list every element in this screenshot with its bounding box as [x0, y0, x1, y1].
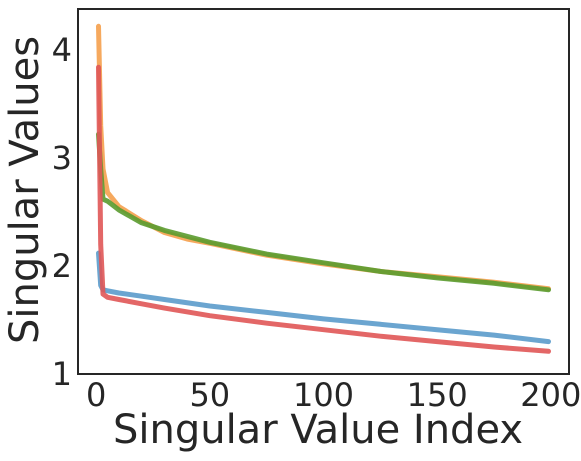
y-tick-label: 2 [52, 247, 72, 285]
x-tick-label: 200 [520, 376, 581, 414]
x-tick-label: 100 [293, 376, 354, 414]
y-tick-label: 4 [52, 31, 72, 69]
plot-frame [77, 8, 570, 375]
x-tick-label: 150 [407, 376, 468, 414]
series-line-3 [96, 131, 551, 293]
y-tick-label: 1 [52, 355, 72, 393]
series-line-4 [96, 64, 551, 354]
y-tick-label: 3 [52, 139, 72, 177]
series-line-2 [96, 23, 551, 292]
y-axis-label: Singular Values [2, 36, 48, 344]
x-tick-label: 50 [189, 376, 230, 414]
x-tick-label: 0 [86, 376, 106, 414]
tick-labels: 0 50 100 150 200 1 2 3 4 [52, 31, 581, 414]
plot-area [77, 8, 570, 375]
x-axis-label: Singular Value Index [113, 407, 523, 453]
